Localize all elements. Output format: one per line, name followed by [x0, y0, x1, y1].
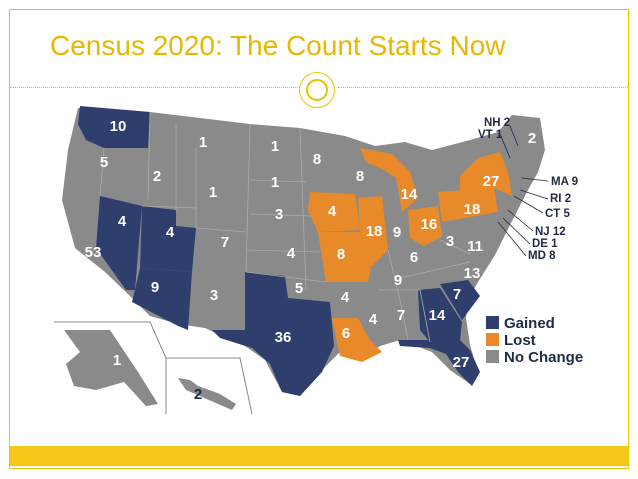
label-va: 11 [467, 238, 483, 255]
state-ga [418, 288, 462, 342]
label-ak: 1 [113, 352, 121, 369]
legend-swatch-gained [486, 316, 499, 329]
label-tx: 36 [275, 329, 292, 346]
state-ak [64, 330, 158, 406]
label-ut: 4 [166, 224, 175, 241]
inset-divider [54, 321, 253, 415]
legend-label-no-change: No Change [504, 349, 583, 366]
label-wi: 8 [356, 168, 364, 185]
callout-de: DE 1 [532, 238, 558, 250]
state-hi [178, 378, 236, 410]
legend-swatch-no-change [486, 350, 499, 363]
title-divider-right [338, 87, 628, 88]
label-ia: 4 [328, 203, 337, 220]
slide-title: Census 2020: The Count Starts Now [50, 30, 506, 61]
label-ga: 14 [429, 307, 446, 324]
callout-leaders [497, 125, 549, 257]
label-mi: 14 [401, 186, 418, 203]
label-sc: 7 [453, 286, 461, 303]
state-oh [408, 206, 442, 246]
label-oh: 16 [421, 216, 438, 233]
state-mi [360, 148, 418, 212]
title-divider-left [10, 87, 300, 88]
label-ky: 6 [410, 249, 418, 266]
label-wa: 10 [110, 118, 127, 135]
label-pa: 18 [464, 201, 481, 218]
label-il: 18 [366, 223, 383, 240]
label-ks: 4 [287, 245, 296, 262]
callout-ri: RI 2 [550, 193, 571, 205]
label-mt: 1 [199, 134, 207, 151]
callout-nj: NJ 12 [535, 226, 566, 238]
label-nc: 13 [464, 265, 481, 282]
label-ca: 53 [85, 244, 102, 261]
state-fl [398, 340, 480, 386]
label-or: 5 [100, 154, 108, 171]
state-tx [212, 272, 334, 396]
label-nm: 3 [210, 287, 218, 304]
state-ny [460, 152, 512, 196]
state-nv [96, 196, 142, 290]
label-tn: 9 [394, 272, 402, 289]
state-sc [440, 280, 480, 320]
state-wa [78, 106, 150, 148]
footer-bar [10, 446, 628, 466]
callout-md: MD 8 [528, 250, 556, 262]
callout-ma: MA 9 [551, 176, 578, 188]
state-ia [308, 192, 360, 232]
callout-vt: VT 1 [478, 129, 503, 141]
slide-frame [9, 9, 629, 469]
label-ne: 3 [275, 206, 283, 223]
label-in: 9 [393, 224, 401, 241]
state-pa [438, 188, 498, 222]
label-mn: 8 [313, 151, 321, 168]
state-il [358, 196, 388, 266]
legend-label-gained: Gained [504, 315, 555, 332]
divider-ornament-ring [306, 79, 328, 101]
legend: Gained Lost No Change [486, 315, 583, 366]
label-ok: 5 [295, 280, 303, 297]
label-hi: 2 [194, 386, 202, 403]
state-ut [140, 206, 196, 272]
label-nv: 4 [118, 213, 127, 230]
label-me: 2 [528, 130, 536, 147]
label-nd: 1 [271, 138, 279, 155]
label-fl: 27 [453, 354, 470, 371]
state-la [332, 318, 382, 362]
legend-label-lost: Lost [504, 332, 536, 349]
label-ar: 4 [341, 289, 350, 306]
callout-nh: NH 2 [484, 117, 510, 129]
label-la: 6 [342, 325, 350, 342]
label-al: 7 [397, 307, 405, 324]
label-wv: 3 [446, 233, 454, 250]
label-id: 2 [153, 168, 161, 185]
label-mo: 8 [337, 246, 345, 263]
label-co: 7 [221, 234, 229, 251]
state-az [132, 268, 192, 330]
state-mo [318, 232, 372, 282]
label-ms: 4 [369, 311, 378, 328]
label-sd: 1 [271, 174, 279, 191]
label-az: 9 [151, 279, 159, 296]
label-ny: 27 [483, 173, 500, 190]
legend-swatch-lost [486, 333, 499, 346]
callout-ct: CT 5 [545, 208, 571, 220]
label-wy: 1 [209, 184, 217, 201]
state-borders [99, 111, 471, 343]
